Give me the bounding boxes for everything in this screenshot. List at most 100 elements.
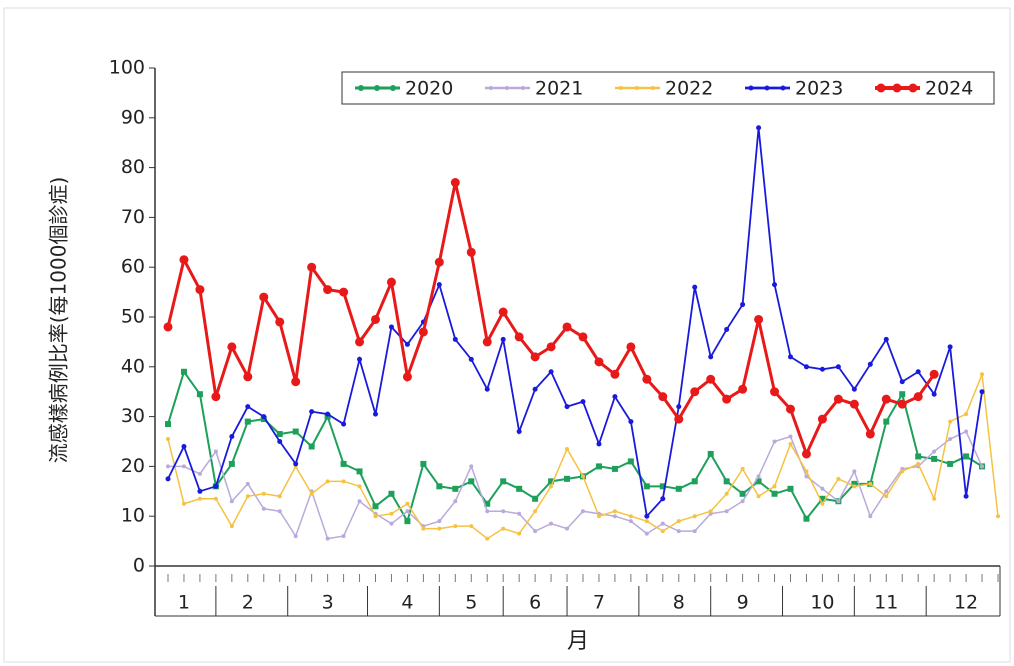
point	[980, 372, 985, 377]
point	[181, 443, 187, 449]
x-tick-label: 5	[465, 592, 477, 614]
point	[453, 499, 458, 504]
point	[612, 509, 617, 514]
point	[485, 536, 490, 541]
point	[722, 394, 732, 404]
point	[660, 521, 665, 526]
point	[548, 369, 554, 375]
point	[530, 352, 540, 362]
legend-marker	[651, 86, 655, 90]
point	[388, 490, 395, 497]
point	[708, 509, 713, 514]
point	[963, 493, 969, 499]
point	[755, 478, 762, 485]
point	[355, 337, 365, 347]
legend-label: 2024	[925, 78, 973, 100]
point	[357, 484, 362, 489]
point	[820, 486, 825, 491]
series-line	[168, 430, 983, 540]
point	[245, 404, 251, 410]
point	[179, 255, 189, 265]
point	[754, 314, 764, 324]
legend-marker	[358, 85, 364, 91]
point	[833, 394, 843, 404]
point	[341, 421, 347, 427]
point	[676, 404, 682, 410]
y-tick-label: 30	[121, 405, 145, 427]
point	[309, 409, 315, 415]
point	[166, 464, 170, 469]
point	[500, 478, 507, 485]
point	[643, 483, 650, 490]
point	[325, 411, 331, 417]
point	[277, 439, 283, 444]
point	[357, 499, 362, 504]
point	[739, 490, 746, 497]
point	[756, 474, 761, 479]
point	[565, 526, 570, 531]
point	[612, 514, 617, 519]
point	[293, 461, 299, 467]
point	[549, 484, 554, 489]
x-tick-label: 10	[810, 592, 834, 614]
point	[659, 483, 666, 490]
point	[562, 322, 572, 332]
point	[227, 342, 237, 352]
point	[788, 441, 793, 446]
point	[628, 419, 634, 425]
point	[244, 418, 251, 425]
point	[516, 429, 522, 435]
point	[932, 496, 937, 501]
point	[884, 489, 889, 494]
point	[644, 513, 650, 519]
point	[581, 509, 585, 514]
x-tick-label: 7	[593, 592, 605, 614]
point	[389, 521, 394, 526]
point	[436, 282, 442, 288]
legend-marker	[505, 86, 509, 90]
point	[932, 449, 937, 454]
legend-marker	[489, 86, 493, 90]
point	[325, 536, 330, 541]
point	[373, 514, 378, 519]
point	[404, 518, 411, 525]
point	[594, 357, 604, 367]
point	[899, 391, 906, 398]
point	[867, 361, 873, 367]
point	[452, 485, 459, 492]
x-tick-label: 4	[401, 592, 413, 614]
point	[964, 412, 969, 417]
point	[452, 336, 458, 342]
point	[548, 478, 555, 485]
point	[724, 326, 730, 332]
point	[549, 521, 554, 526]
point	[293, 534, 298, 539]
point	[261, 506, 266, 511]
point	[819, 366, 825, 372]
point	[309, 491, 314, 496]
legend-marker	[635, 86, 639, 90]
point	[197, 471, 202, 476]
legend-marker	[748, 85, 754, 91]
point	[371, 314, 380, 324]
point	[612, 394, 618, 400]
point	[453, 524, 458, 529]
legend-label: 2023	[795, 78, 843, 100]
point	[498, 307, 508, 317]
y-axis-label: 流感樣病例比率(每1000個診症)	[47, 177, 71, 464]
point	[899, 379, 905, 385]
point	[373, 411, 378, 417]
point	[517, 511, 522, 516]
point	[261, 491, 266, 496]
point	[482, 337, 492, 347]
point	[388, 324, 394, 330]
point	[405, 509, 410, 514]
point	[437, 526, 442, 531]
point	[181, 501, 186, 506]
point	[900, 469, 905, 474]
point	[485, 509, 490, 514]
point	[820, 501, 825, 506]
point	[849, 399, 859, 409]
point	[245, 494, 250, 499]
